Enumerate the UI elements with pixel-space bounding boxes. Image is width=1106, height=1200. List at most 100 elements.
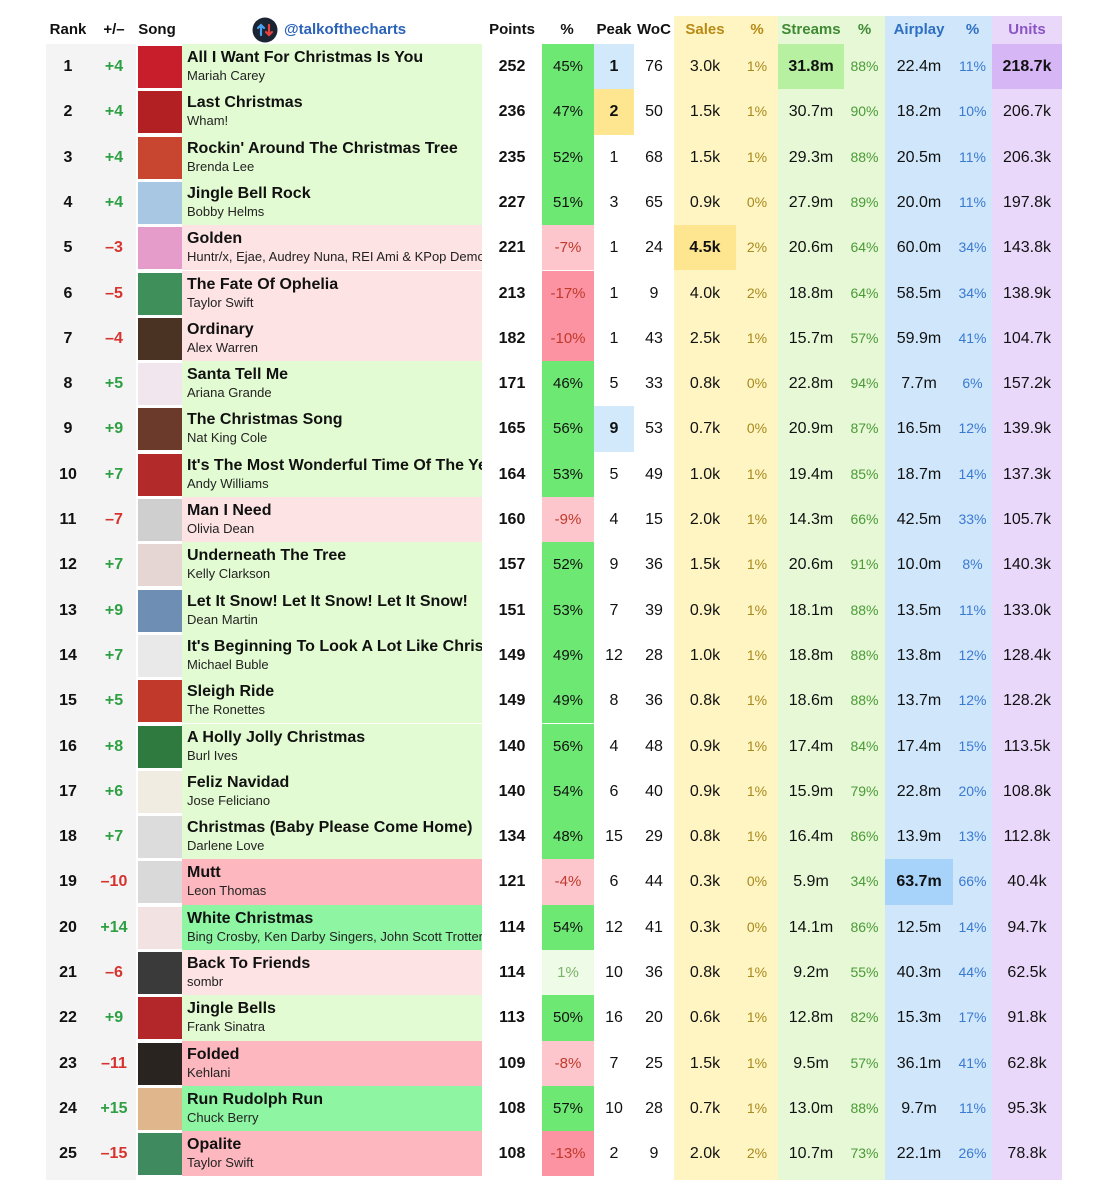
peak-value: 2 [609, 1145, 619, 1163]
song-title: White Christmas [187, 909, 314, 927]
sales-value: 0.6k [689, 1009, 721, 1027]
units-value: 137.3k [1002, 465, 1052, 483]
song-background [182, 587, 482, 633]
peak-value: 9 [594, 406, 634, 452]
rank-number: 12 [59, 556, 77, 574]
streams-value: 13.0m [788, 1099, 834, 1117]
rank-number: 19 [59, 873, 77, 891]
album-art-icon [138, 227, 182, 270]
change-value: +7 [104, 465, 124, 483]
rank-number: 24 [59, 1099, 77, 1117]
song-background [182, 270, 482, 316]
airplay-pct-value: 14% [958, 465, 987, 482]
table-row: 4 +4 Jingle Bell Rock Bobby Helms 227 51% 3 65 0… [46, 179, 1062, 226]
change-value: +4 [104, 193, 124, 211]
song-artist: Dean Martin [187, 611, 258, 627]
points-value: 108 [498, 1145, 526, 1163]
table-row: 8 +5 Santa Tell Me Ariana Grande 171 46% 5 33 0.… [46, 361, 1062, 407]
units-column-bg [992, 16, 1062, 1180]
change-value: +7 [104, 556, 124, 574]
points-pct-value: 50% [542, 995, 594, 1041]
song-background [182, 1040, 482, 1086]
sales-value: 1.5k [689, 148, 721, 166]
header-airplay-pct: % [965, 21, 980, 38]
peak-value: 2 [594, 89, 634, 135]
sales-pct-value: 2% [746, 239, 768, 256]
woc-value: 9 [649, 284, 659, 302]
album-art-icon [138, 589, 182, 632]
streams-value: 19.4m [788, 465, 834, 483]
sales-pct-value: 1% [746, 465, 768, 482]
rank-number: 25 [59, 1145, 77, 1163]
sales-value: 0.3k [689, 873, 721, 891]
sales-pct-value: 1% [746, 329, 768, 346]
points-pct-value: -7% [542, 225, 594, 271]
sales-value: 4.5k [674, 225, 736, 271]
table-row: 1 +4 All I Want For Christmas Is You Mariah… [46, 44, 1062, 90]
change-value: –15 [100, 1145, 128, 1163]
points-value: 121 [498, 873, 526, 891]
airplay-value: 60.0m [896, 239, 942, 257]
airplay-value: 42.5m [896, 511, 942, 528]
points-value: 252 [498, 58, 526, 75]
peak-value: 4 [609, 737, 619, 755]
album-art-icon [138, 317, 182, 360]
sales-value: 1.0k [689, 646, 721, 664]
peak-value: 16 [605, 1009, 623, 1027]
header-woc: WoC [637, 21, 671, 38]
streams-pct-value: 85% [850, 465, 879, 482]
woc-value: 28 [645, 646, 663, 664]
streams-pct-value: 89% [850, 193, 879, 210]
points-pct-value: -4% [542, 859, 594, 905]
album-art-icon [138, 181, 182, 224]
points-pct-value: 56% [542, 406, 594, 452]
change-value: +5 [104, 375, 124, 393]
album-art-icon [138, 952, 182, 994]
points-pct-value: 46% [542, 361, 594, 407]
table-row: 16 +8 A Holly Jolly Christmas Burl Ives 140 5… [46, 723, 1062, 769]
airplay-value: 59.9m [896, 329, 942, 347]
header-points: Points [489, 21, 535, 38]
change-value: +4 [104, 103, 124, 121]
units-value: 105.7k [1002, 511, 1052, 528]
units-value: 139.9k [1002, 420, 1052, 438]
streams-pct-value: 73% [850, 1145, 879, 1162]
table-row: 3 +4 Rockin' Around The Christmas Tree Bren… [46, 134, 1062, 180]
song-artist: Taylor Swift [187, 294, 254, 310]
points-value: 227 [498, 193, 526, 211]
song-title: It's Beginning To Look A Lot Like Christ… [187, 637, 482, 655]
units-value: 62.5k [1007, 964, 1047, 981]
peak-value: 1 [609, 284, 619, 302]
streams-value: 20.6m [788, 556, 834, 574]
streams-value: 15.7m [788, 329, 834, 347]
sales-pct-value: 1% [746, 1009, 768, 1026]
table-row: 6 –5 The Fate Of Ophelia Taylor Swift 213 -17… [46, 270, 1062, 316]
song-artist: Darlene Love [187, 838, 265, 854]
sales-value: 0.9k [689, 601, 721, 619]
woc-value: 39 [645, 601, 663, 619]
song-title: Christmas (Baby Please Come Home) [187, 819, 473, 837]
peak-value: 15 [605, 828, 623, 846]
rank-number: 11 [59, 511, 77, 528]
airplay-value: 13.5m [896, 601, 942, 619]
header-change: +/– [103, 21, 125, 38]
song-title: Opalite [187, 1136, 242, 1154]
peak-value: 1 [594, 44, 634, 90]
song-title: Let It Snow! Let It Snow! Let It Snow! [187, 592, 468, 610]
airplay-value: 36.1m [896, 1054, 942, 1072]
peak-value: 10 [605, 964, 623, 981]
airplay-pct-value: 26% [958, 1145, 987, 1162]
song-title: Underneath The Tree [187, 547, 347, 565]
streams-value: 14.1m [788, 918, 834, 936]
song-title: Golden [187, 230, 243, 248]
streams-value: 18.8m [788, 646, 834, 664]
song-artist: Brenda Lee [187, 158, 255, 174]
streams-pct-value: 88% [850, 646, 879, 663]
sales-value: 1.5k [689, 103, 721, 121]
rank-number: 10 [59, 465, 77, 483]
peak-value: 5 [609, 465, 619, 483]
peak-value: 4 [609, 511, 619, 528]
streams-pct-value: 84% [850, 737, 879, 754]
peak-value: 1 [609, 239, 619, 257]
sales-pct-value: 0% [746, 420, 768, 437]
